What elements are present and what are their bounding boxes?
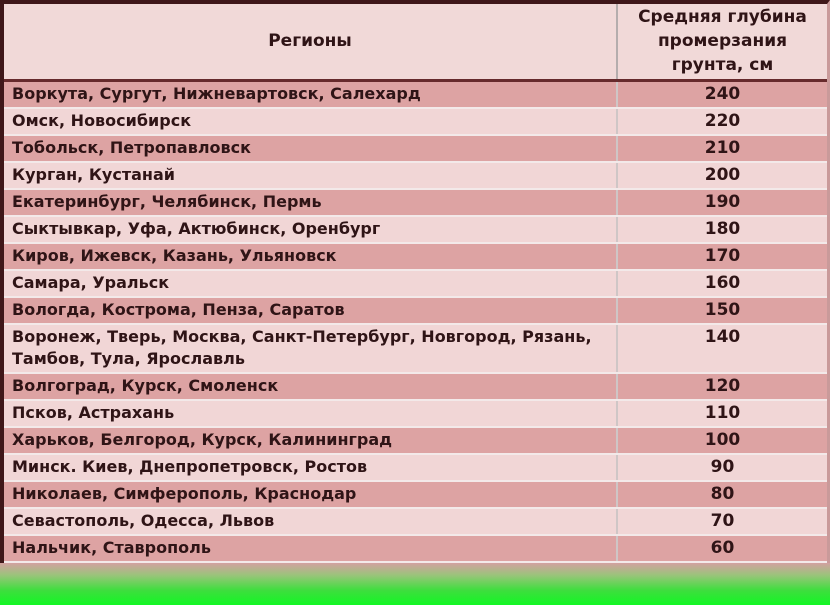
depth-value-cell: 100 (616, 427, 827, 456)
regions-cell: Омск, Новосибирск (4, 108, 617, 137)
regions-cell: Нальчик, Ставрополь (4, 535, 617, 564)
regions-cell: Киров, Ижевск, Казань, Ульяновск (4, 243, 617, 272)
green-gradient-footer (0, 563, 830, 605)
depth-value-cell: 190 (616, 189, 827, 218)
depth-value-cell: 120 (616, 373, 827, 402)
table-row: Тобольск, Петропавловск 210 (4, 135, 827, 164)
table-row: Волгоград, Курск, Смоленск 120 (4, 373, 827, 402)
depth-value-cell: 160 (616, 270, 827, 299)
table-row: Вологда, Кострома, Пенза, Саратов 150 (4, 297, 827, 326)
regions-cell: Тобольск, Петропавловск (4, 135, 617, 164)
table-row: Харьков, Белгород, Курск, Калининград 100 (4, 427, 827, 456)
header-row: Регионы Средняя глубина промерзания грун… (4, 4, 827, 83)
depth-value-cell: 180 (616, 216, 827, 245)
depth-value-cell: 110 (616, 400, 827, 429)
regions-cell: Харьков, Белгород, Курск, Калининград (4, 427, 617, 456)
regions-column-header: Регионы (4, 4, 617, 83)
depth-value-cell: 220 (616, 108, 827, 137)
depth-value-cell: 90 (616, 454, 827, 483)
depth-value-cell: 240 (616, 80, 827, 110)
table-row: Минск. Киев, Днепропетровск, Ростов 90 (4, 454, 827, 483)
regions-cell: Воркута, Сургут, Нижневартовск, Салехард (4, 80, 617, 110)
freeze-depth-table-wrap: Регионы Средняя глубина промерзания грун… (0, 0, 830, 564)
table-row: Севастополь, Одесса, Львов 70 (4, 508, 827, 537)
table-row: Воронеж, Тверь, Москва, Санкт-Петербург,… (4, 324, 827, 375)
freeze-depth-table: Регионы Средняя глубина промерзания грун… (4, 4, 827, 564)
table-row: Омск, Новосибирск 220 (4, 108, 827, 137)
regions-cell: Псков, Астрахань (4, 400, 617, 429)
table-row: Екатеринбург, Челябинск, Пермь 190 (4, 189, 827, 218)
table-row: Самара, Уральск 160 (4, 270, 827, 299)
table-row: Воркута, Сургут, Нижневартовск, Салехард… (4, 80, 827, 110)
depth-value-cell: 80 (616, 481, 827, 510)
table-row: Николаев, Симферополь, Краснодар 80 (4, 481, 827, 510)
depth-value-cell: 140 (616, 324, 827, 375)
regions-cell: Воронеж, Тверь, Москва, Санкт-Петербург,… (4, 324, 617, 375)
depth-column-header: Средняя глубина промерзания грунта, см (616, 4, 827, 83)
regions-cell: Вологда, Кострома, Пенза, Саратов (4, 297, 617, 326)
depth-value-cell: 60 (616, 535, 827, 564)
table-body: Воркута, Сургут, Нижневартовск, Салехард… (4, 80, 827, 564)
regions-cell: Сыктывкар, Уфа, Актюбинск, Оренбург (4, 216, 617, 245)
table-row: Псков, Астрахань 110 (4, 400, 827, 429)
regions-cell: Севастополь, Одесса, Львов (4, 508, 617, 537)
regions-cell: Курган, Кустанай (4, 162, 617, 191)
regions-cell: Екатеринбург, Челябинск, Пермь (4, 189, 617, 218)
depth-value-cell: 150 (616, 297, 827, 326)
regions-cell: Минск. Киев, Днепропетровск, Ростов (4, 454, 617, 483)
table-row: Киров, Ижевск, Казань, Ульяновск 170 (4, 243, 827, 272)
depth-value-cell: 200 (616, 162, 827, 191)
regions-cell: Волгоград, Курск, Смоленск (4, 373, 617, 402)
depth-value-cell: 170 (616, 243, 827, 272)
regions-cell: Самара, Уральск (4, 270, 617, 299)
depth-value-cell: 70 (616, 508, 827, 537)
regions-cell: Николаев, Симферополь, Краснодар (4, 481, 617, 510)
depth-value-cell: 210 (616, 135, 827, 164)
table-row: Сыктывкар, Уфа, Актюбинск, Оренбург 180 (4, 216, 827, 245)
table-row: Нальчик, Ставрополь 60 (4, 535, 827, 564)
table-row: Курган, Кустанай 200 (4, 162, 827, 191)
table-header: Регионы Средняя глубина промерзания грун… (4, 4, 827, 83)
